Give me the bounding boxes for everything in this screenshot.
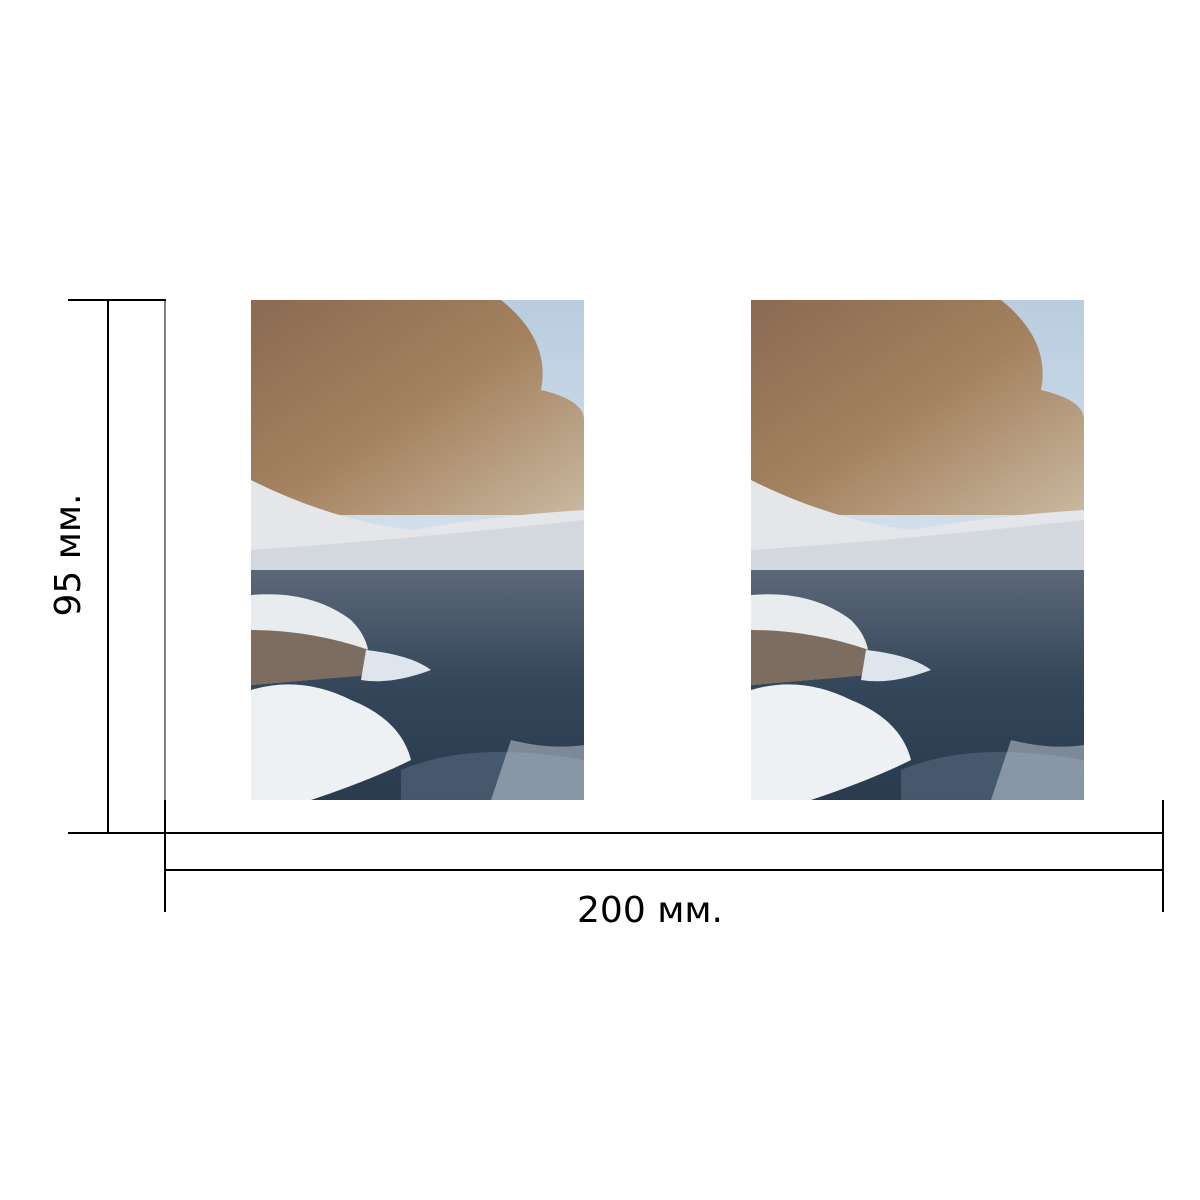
product-photo <box>251 300 584 800</box>
height-dimension: 95 мм. <box>48 299 166 834</box>
height-label: 95 мм. <box>48 493 89 616</box>
product-photo <box>751 300 1084 800</box>
width-label: 200 мм. <box>577 890 723 931</box>
width-dimension: 200 мм. <box>164 800 1164 931</box>
